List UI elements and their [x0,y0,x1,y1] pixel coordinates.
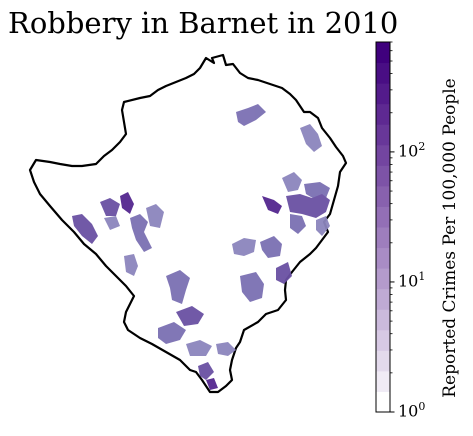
area-mid-1 [232,238,256,256]
colorbar-step [376,288,390,310]
area-east-4 [262,196,282,214]
colorbar-step [376,268,390,290]
colorbar-step [376,247,390,269]
colorbar-step [376,62,390,84]
area-east-5 [290,214,306,234]
barnet-boundary [28,53,348,394]
area-west-4 [146,204,164,228]
colorbar-step [376,165,390,187]
area-north-east [300,124,322,152]
area-west-3 [130,214,152,252]
area-central-1 [166,270,190,304]
area-south-4 [206,378,218,390]
colorbar-step [376,350,390,372]
colorbar [376,41,395,413]
area-east-6 [316,216,330,236]
colorbar-step [376,42,390,64]
colorbar-step [376,370,390,392]
colorbar-step [376,206,390,228]
area-south-1 [186,340,212,356]
area-east-3 [286,194,330,218]
colorbar-step [376,185,390,207]
area-west-edge [72,214,98,244]
area-west-5 [104,216,120,230]
area-north-central [236,104,266,126]
colorbar-step [376,124,390,146]
area-mid-3 [240,272,264,302]
colorbar-tick-label: 101 [398,269,426,291]
area-central-3 [158,322,186,344]
colorbar-tick-label: 102 [398,139,426,161]
colorbar-tick-label: 100 [398,400,426,421]
colorbar-step [376,144,390,166]
colorbar-step [376,391,390,413]
colorbar-frame [375,41,391,413]
area-mid-east [260,236,282,258]
colorbar-step [376,329,390,351]
area-east-1 [282,172,302,192]
area-south-2 [216,342,236,356]
colorbar-step [376,227,390,249]
area-west-6 [124,254,138,276]
area-central-2 [176,306,204,326]
map-title: Robbery in Barnet in 2010 [8,6,399,40]
area-mid-2 [276,262,292,284]
colorbar-step [376,309,390,331]
colorbar-step [376,83,390,105]
area-west-1 [100,198,120,216]
area-west-2 [120,192,134,214]
area-south-3 [198,362,214,380]
colorbar-step [376,103,390,125]
ward-areas [72,104,330,390]
